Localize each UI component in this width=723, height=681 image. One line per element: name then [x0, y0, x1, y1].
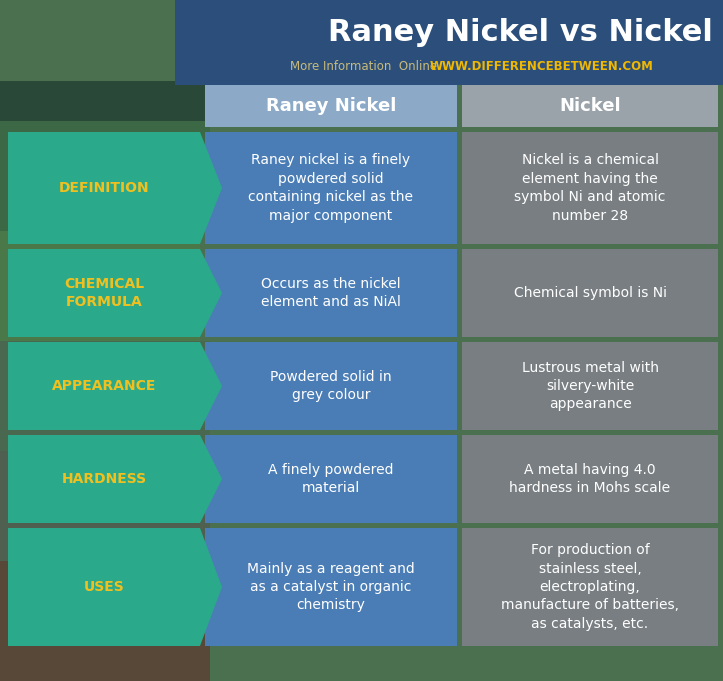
Text: CHEMICAL
FORMULA: CHEMICAL FORMULA	[64, 277, 144, 308]
FancyBboxPatch shape	[462, 85, 718, 127]
Text: Occurs as the nickel
element and as NiAl: Occurs as the nickel element and as NiAl	[261, 276, 401, 309]
Polygon shape	[8, 435, 222, 523]
Text: Chemical symbol is Ni: Chemical symbol is Ni	[513, 286, 667, 300]
FancyBboxPatch shape	[205, 435, 457, 523]
FancyBboxPatch shape	[462, 435, 718, 523]
Text: A finely powdered
material: A finely powdered material	[268, 463, 394, 495]
Text: More Information  Online: More Information Online	[290, 60, 445, 73]
FancyBboxPatch shape	[205, 528, 457, 646]
FancyBboxPatch shape	[205, 85, 457, 127]
FancyBboxPatch shape	[462, 528, 718, 646]
FancyBboxPatch shape	[0, 231, 200, 341]
FancyBboxPatch shape	[0, 121, 210, 231]
Text: USES: USES	[84, 580, 124, 594]
Text: Mainly as a reagent and
as a catalyst in organic
chemistry: Mainly as a reagent and as a catalyst in…	[247, 562, 415, 612]
Polygon shape	[8, 528, 222, 646]
FancyBboxPatch shape	[205, 342, 457, 430]
Text: DEFINITION: DEFINITION	[59, 181, 150, 195]
Polygon shape	[8, 132, 222, 244]
FancyBboxPatch shape	[462, 249, 718, 337]
Text: Lustrous metal with
silvery-white
appearance: Lustrous metal with silvery-white appear…	[521, 361, 659, 411]
FancyBboxPatch shape	[462, 132, 718, 244]
Text: A metal having 4.0
hardness in Mohs scale: A metal having 4.0 hardness in Mohs scal…	[510, 463, 670, 495]
Polygon shape	[8, 342, 222, 430]
Text: Nickel is a chemical
element having the
symbol Ni and atomic
number 28: Nickel is a chemical element having the …	[514, 153, 666, 223]
FancyBboxPatch shape	[175, 0, 723, 85]
Text: Nickel: Nickel	[559, 97, 621, 115]
FancyBboxPatch shape	[462, 342, 718, 430]
Text: HARDNESS: HARDNESS	[61, 472, 147, 486]
FancyBboxPatch shape	[0, 341, 210, 451]
Text: Raney Nickel: Raney Nickel	[266, 97, 396, 115]
FancyBboxPatch shape	[0, 81, 230, 121]
FancyBboxPatch shape	[205, 132, 457, 244]
Text: APPEARANCE: APPEARANCE	[52, 379, 156, 393]
FancyBboxPatch shape	[680, 81, 723, 681]
Text: Powdered solid in
grey colour: Powdered solid in grey colour	[270, 370, 392, 402]
FancyBboxPatch shape	[0, 451, 210, 561]
Text: Raney nickel is a finely
powdered solid
containing nickel as the
major component: Raney nickel is a finely powdered solid …	[249, 153, 414, 223]
Text: Raney Nickel vs Nickel: Raney Nickel vs Nickel	[328, 18, 713, 47]
Text: For production of
stainless steel,
electroplating,
manufacture of batteries,
as : For production of stainless steel, elect…	[501, 543, 679, 631]
FancyBboxPatch shape	[205, 249, 457, 337]
Text: WWW.DIFFERENCEBETWEEN.COM: WWW.DIFFERENCEBETWEEN.COM	[430, 60, 654, 73]
FancyBboxPatch shape	[0, 561, 210, 681]
Polygon shape	[8, 249, 222, 337]
